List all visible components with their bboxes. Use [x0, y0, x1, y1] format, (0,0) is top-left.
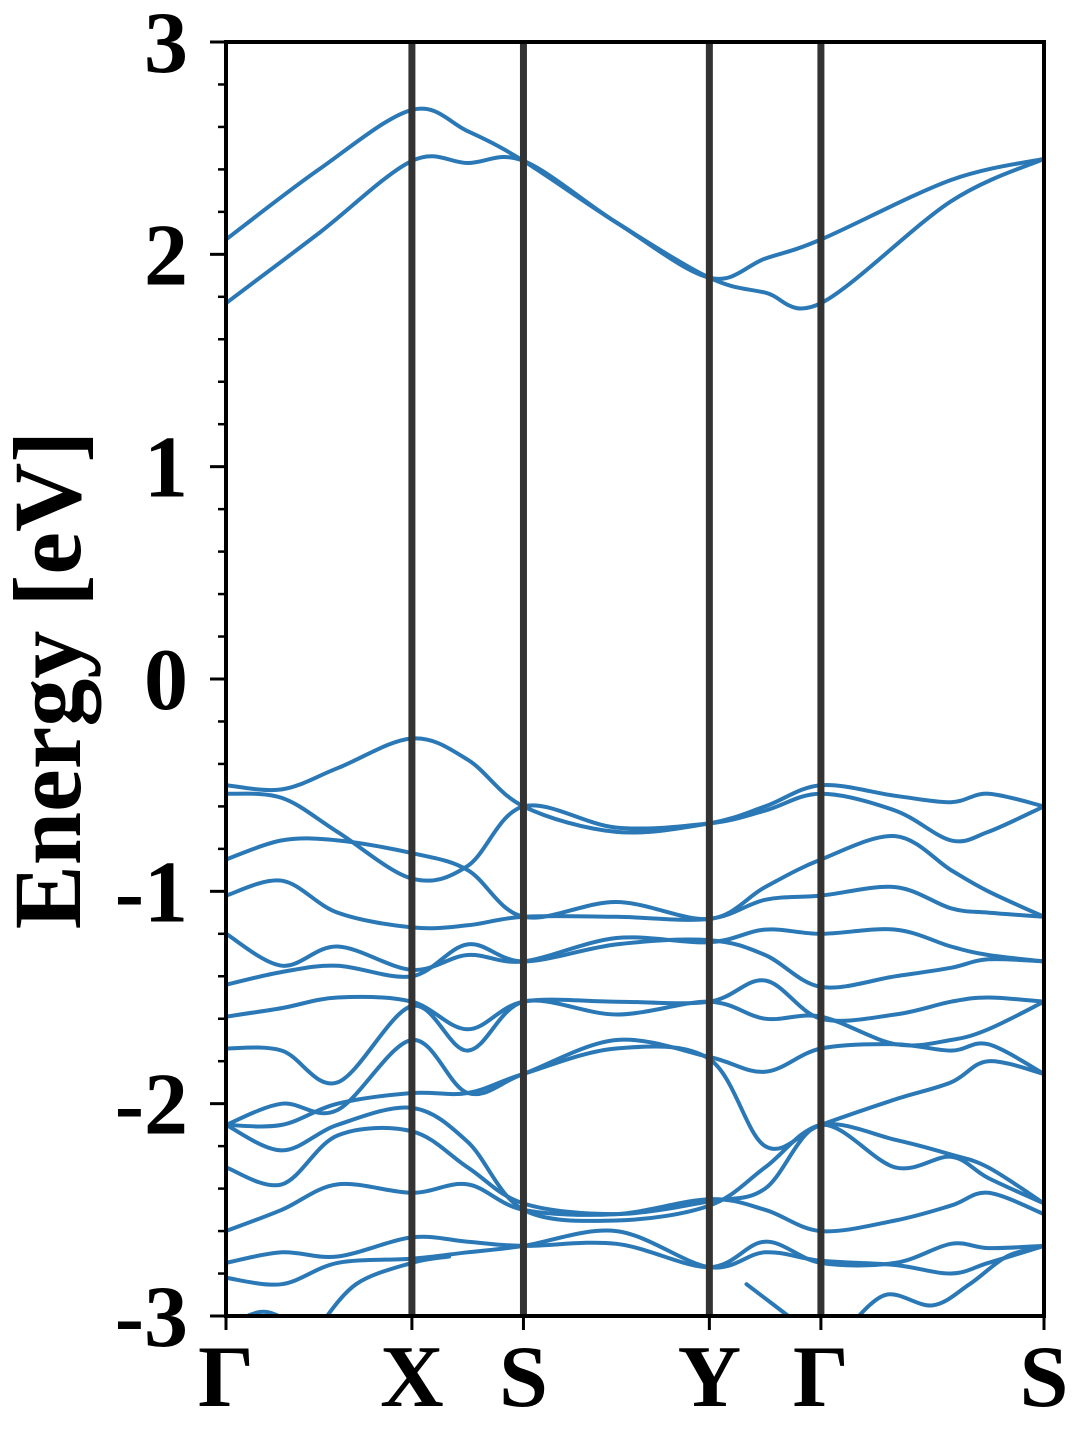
- band-line-9: [226, 978, 1044, 1032]
- band-line-3: [226, 736, 1044, 835]
- y-tick-label: 2: [144, 207, 188, 304]
- band-line-8: [226, 937, 1044, 990]
- y-tick-label: -3: [115, 1269, 188, 1366]
- y-axis-label: Energy [eV]: [0, 431, 101, 930]
- band-line-12: [226, 1044, 1044, 1151]
- band-line-1: [226, 106, 1044, 281]
- x-tick-label: Y: [678, 1329, 742, 1426]
- x-tick-label: S: [1020, 1329, 1069, 1426]
- band-line-13: [226, 1105, 1044, 1223]
- band-line-19: [324, 1254, 452, 1316]
- y-tick-label: -1: [115, 844, 188, 941]
- y-tick-label: 0: [144, 632, 188, 729]
- y-axis-ticks: -3 -2 -1 0 1 2 3: [115, 0, 226, 1366]
- band-line-21: [856, 1243, 1044, 1316]
- band-line-16: [226, 1234, 1044, 1270]
- band-line-20: [744, 1282, 792, 1316]
- y-tick-label: 3: [144, 0, 188, 92]
- x-tick-label: Γ: [793, 1329, 849, 1426]
- x-tick-label: S: [499, 1329, 548, 1426]
- y-tick-label: -2: [115, 1057, 188, 1154]
- band-line-2: [226, 154, 1044, 311]
- band-line-14: [226, 1122, 1044, 1217]
- y-tick-label: 1: [144, 420, 188, 517]
- band-line-6: [226, 878, 1044, 931]
- bands-layer: [226, 106, 1044, 1316]
- high-symmetry-lines: [408, 42, 825, 1316]
- x-tick-label: X: [380, 1329, 444, 1426]
- band-line-5: [226, 834, 1044, 922]
- x-tick-label: Γ: [198, 1329, 254, 1426]
- band-line-11: [226, 1037, 1044, 1127]
- band-line-17: [226, 1228, 1044, 1287]
- band-line-7: [226, 927, 1044, 972]
- band-line-10: [226, 998, 1044, 1086]
- band-line-15: [226, 1181, 1044, 1234]
- band-line-4: [226, 791, 1044, 883]
